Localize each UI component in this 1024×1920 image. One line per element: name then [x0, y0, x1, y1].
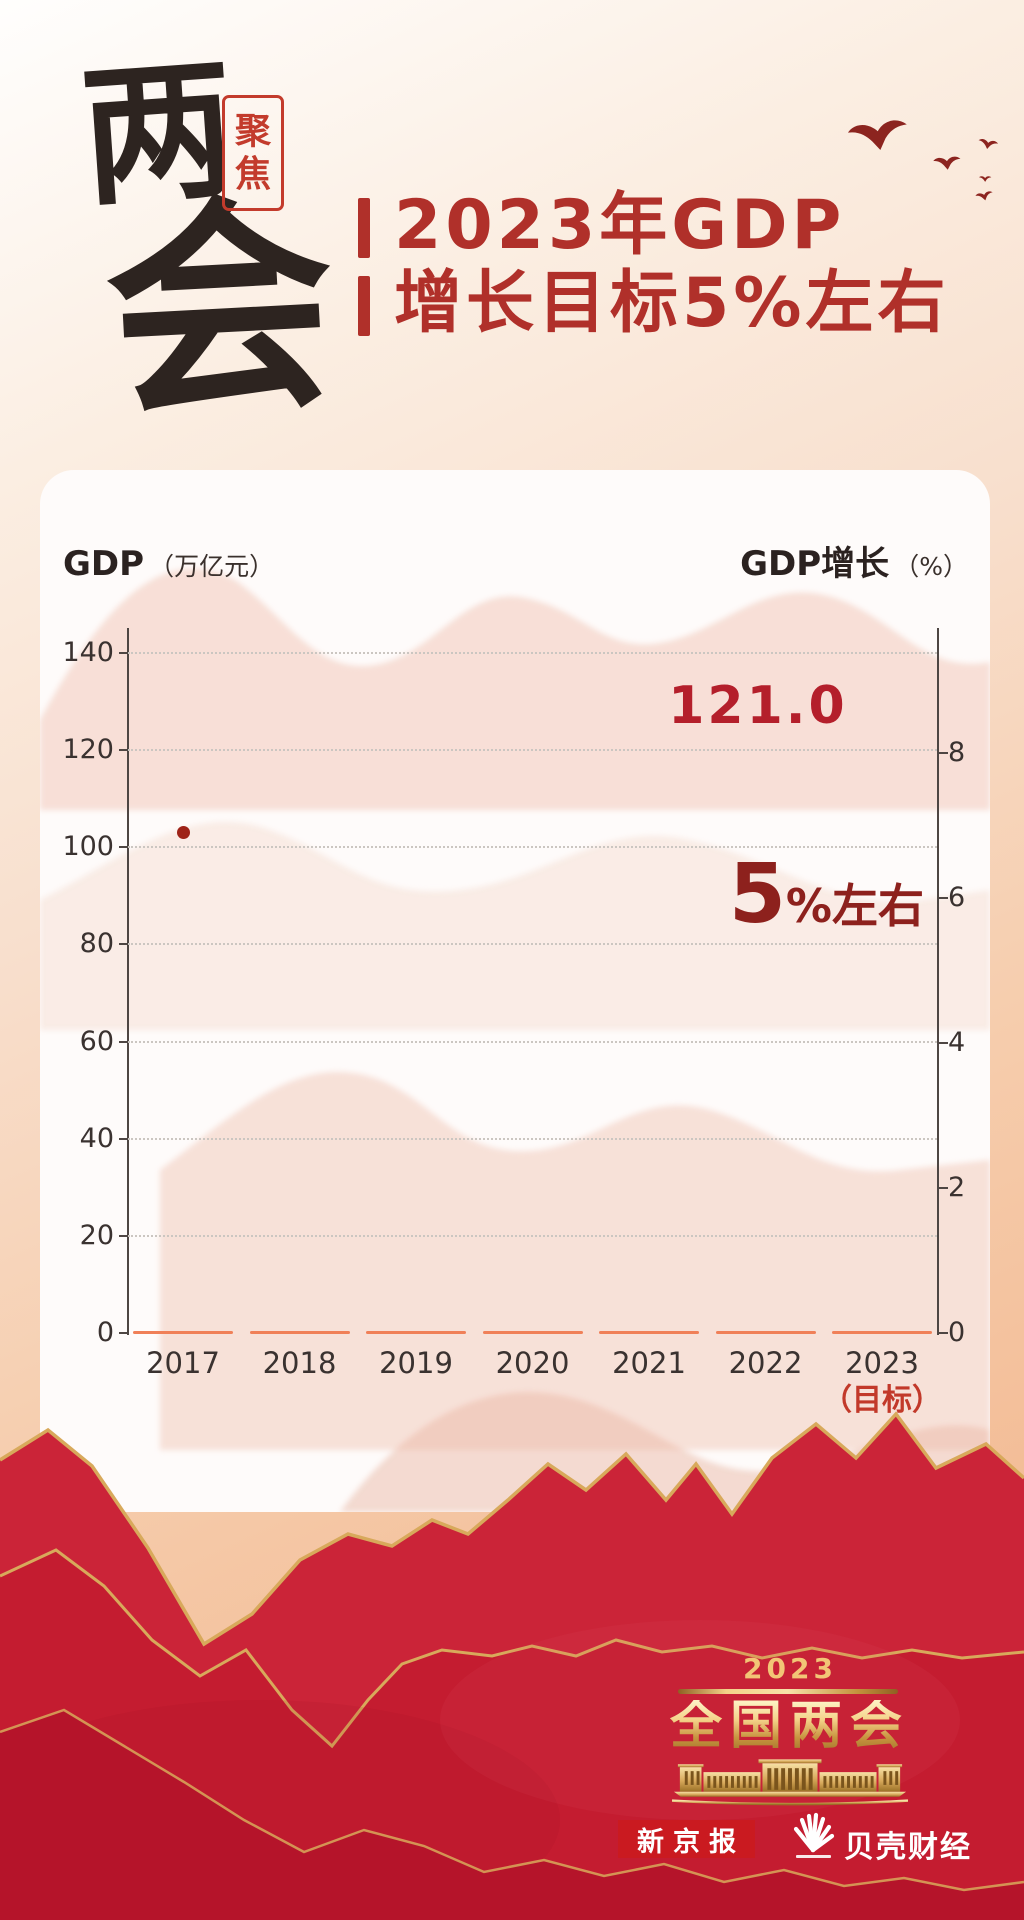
right-axis-unit: （%）	[894, 552, 968, 581]
brand-xinjingbao-label: 新京报	[637, 1826, 745, 1857]
right-axis-line	[937, 628, 939, 1335]
emblem-year: 2023	[743, 1652, 837, 1685]
left-axis-tick-label: 140	[62, 637, 114, 668]
x-axis-year-label: 2019	[379, 1346, 453, 1380]
right-axis-tick	[939, 1187, 948, 1189]
calligraphy-hui: 会	[99, 171, 341, 449]
x-axis-year-label: 2020	[495, 1346, 570, 1380]
brand-xinjingbao: 新京报	[618, 1820, 755, 1858]
left-axis-tick	[119, 943, 128, 946]
left-axis-tick	[119, 846, 128, 849]
left-axis-tick	[119, 1234, 128, 1237]
chart-card: GDP （万亿元） GDP增长 （%） 121.0 5%左右 （目标） 140 1…	[40, 470, 990, 1512]
left-axis-tick-label: 60	[79, 1025, 114, 1057]
great-hall-icon	[672, 1759, 908, 1806]
gridline	[128, 943, 937, 946]
right-axis-tick-label: 8	[948, 737, 966, 768]
shell-logo-icon	[793, 1812, 835, 1858]
right-axis-tick	[939, 897, 948, 899]
plot-area: 121.0 5%左右 （目标） 140 120 100 80 60 40 20 0 8 6 4 2 0 2…	[40, 470, 990, 1512]
zero-baseline-dash	[249, 1331, 350, 1334]
gridline	[128, 1040, 937, 1043]
gridline	[128, 652, 937, 654]
x-axis-note: （目标）	[822, 1383, 942, 1418]
left-axis-tick-label: 40	[79, 1122, 114, 1154]
left-axis-tick	[119, 749, 128, 752]
poster-title-line1: 2023年GDP	[394, 186, 846, 265]
x-axis-year-label: 2018	[262, 1346, 337, 1380]
left-axis-tick-label: 120	[62, 734, 114, 766]
left-axis-label: GDP	[63, 544, 145, 584]
x-axis-year-label: 2023	[845, 1346, 919, 1380]
gridline	[128, 1137, 937, 1140]
zero-baseline-dash	[715, 1331, 816, 1334]
target-suffix: %左右	[785, 879, 924, 933]
gridline	[128, 846, 937, 849]
seal-stamp: 聚 焦	[222, 95, 284, 211]
right-axis-title: GDP增长 （%）	[740, 544, 968, 584]
title-bar-icon	[358, 198, 370, 258]
title-line-1: 2023年GDP	[358, 192, 845, 260]
left-axis-unit: （万亿元）	[149, 552, 275, 581]
seal-char-1: 聚	[234, 110, 271, 152]
left-axis-tick-label: 80	[79, 928, 114, 960]
brand-beike-finance-label: 贝壳财经	[844, 1830, 972, 1865]
right-axis-tick	[939, 1332, 948, 1334]
right-axis-tick	[939, 1042, 948, 1044]
data-point-dot	[176, 826, 190, 840]
birds-icon	[847, 120, 999, 201]
left-axis-title: GDP （万亿元）	[63, 544, 275, 584]
annotation-growth-target: 5%左右	[600, 854, 924, 936]
left-axis-tick-label: 100	[62, 831, 114, 863]
gridline	[128, 1234, 937, 1237]
zero-baseline-dash	[133, 1331, 233, 1334]
left-axis-tick-label: 0	[96, 1317, 114, 1348]
seal-char-2: 焦	[234, 153, 271, 195]
right-axis-tick	[939, 752, 948, 754]
right-axis-label: GDP增长	[740, 544, 890, 584]
annotation-gdp-value: 121.0	[668, 676, 848, 736]
right-axis-tick-label: 4	[948, 1027, 966, 1058]
left-axis-tick	[119, 652, 128, 654]
left-axis-tick	[119, 1332, 128, 1334]
emblem-title: 全国两会	[650, 1700, 930, 1752]
poster-title-line2: 增长目标5%左右	[394, 264, 950, 343]
x-axis-year-label: 2017	[146, 1346, 220, 1380]
x-axis-year-label: 2022	[728, 1346, 803, 1380]
left-axis-tick	[119, 1137, 128, 1140]
right-axis-tick-label: 0	[948, 1317, 966, 1348]
left-axis-line	[127, 628, 129, 1335]
x-axis-year-label: 2021	[612, 1346, 686, 1380]
right-axis-tick-label: 6	[948, 882, 966, 913]
left-axis-tick	[119, 1040, 128, 1043]
zero-baseline-dash	[832, 1331, 932, 1334]
zero-baseline-dash	[366, 1331, 466, 1334]
right-axis-tick-label: 2	[948, 1172, 966, 1203]
red-mountains-icon	[0, 1411, 1024, 1920]
zero-baseline-dash	[482, 1331, 583, 1334]
emblem-divider	[678, 1689, 898, 1694]
target-big-number: 5	[728, 847, 786, 942]
gridline	[128, 749, 937, 752]
zero-baseline-dash	[599, 1331, 699, 1334]
title-line-2: 增长目标5%左右	[358, 270, 949, 338]
left-axis-tick-label: 20	[79, 1219, 114, 1251]
title-bar-icon	[358, 276, 370, 336]
